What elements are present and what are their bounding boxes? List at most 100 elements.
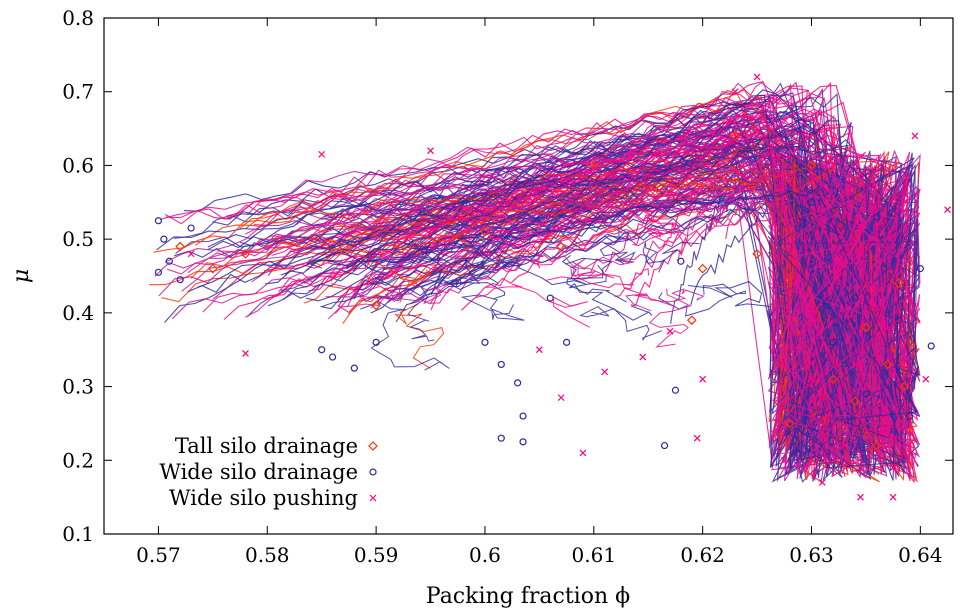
trajectory-line <box>642 241 700 273</box>
data-point <box>861 322 871 333</box>
trajectory-line <box>447 254 507 300</box>
data-point <box>807 198 816 206</box>
trajectory-line <box>687 280 773 320</box>
y-tick-label: 0.5 <box>62 227 94 251</box>
trajectory-line <box>487 220 541 269</box>
x-tick-label: 0.58 <box>245 543 290 567</box>
plot-frame <box>103 17 954 535</box>
legend-label: Wide silo drainage <box>159 460 358 484</box>
data-point <box>371 300 381 311</box>
data-point <box>693 434 701 442</box>
data-point <box>944 206 951 214</box>
trajectory-line <box>648 288 692 348</box>
data-point <box>562 338 571 346</box>
y-tick-label: 0.3 <box>62 375 94 399</box>
data-point <box>808 375 815 383</box>
trajectory-line <box>604 103 902 445</box>
data-point <box>889 493 897 501</box>
data-point <box>851 294 859 302</box>
trajectory-line <box>511 89 918 443</box>
data-point <box>867 302 875 309</box>
x-axis-label: Packing fraction ϕ <box>426 584 630 609</box>
data-point <box>916 265 924 273</box>
y-tick-label: 0.6 <box>62 153 94 177</box>
data-point <box>165 257 173 265</box>
data-point <box>686 315 697 326</box>
data-point <box>187 250 195 258</box>
trajectory-line <box>370 243 443 281</box>
data-point <box>160 235 168 243</box>
data-point <box>481 338 489 346</box>
trajectory-line <box>552 255 597 279</box>
data-point <box>176 276 184 284</box>
data-point <box>840 442 848 449</box>
y-axis-label: μ <box>9 269 34 283</box>
data-point <box>911 132 919 140</box>
data-point <box>187 224 195 232</box>
trajectory-line <box>414 176 902 414</box>
data-point <box>666 327 674 335</box>
data-point <box>784 418 795 429</box>
legend-marker <box>368 441 378 451</box>
trajectory-line <box>430 96 911 478</box>
data-point <box>900 449 908 457</box>
data-point <box>318 346 326 354</box>
data-point <box>806 160 817 171</box>
data-point <box>154 217 163 225</box>
data-point <box>894 316 903 324</box>
data-point <box>818 478 826 486</box>
data-point <box>882 359 893 370</box>
data-point <box>372 338 380 346</box>
data-point <box>175 241 186 252</box>
data-point <box>862 390 870 398</box>
data-point <box>752 249 762 259</box>
data-point <box>899 381 909 392</box>
data-point <box>893 278 904 289</box>
trajectory-line <box>240 89 879 365</box>
trajectory-line <box>330 283 406 303</box>
y-tick-label: 0.4 <box>62 301 94 325</box>
trajectory-line <box>662 132 908 462</box>
x-tick-label: 0.59 <box>354 543 399 567</box>
y-tick-label: 0.8 <box>62 6 94 30</box>
data-markers <box>154 73 951 501</box>
trajectory-line <box>308 102 915 469</box>
y-axis: 0.1 0.2 0.3 0.4 0.5 0.6 0.7 0.8 <box>62 6 953 546</box>
trajectory-line <box>306 250 468 290</box>
trajectory-line <box>568 264 653 321</box>
trajectory-line <box>457 242 544 266</box>
trajectory-line <box>153 145 912 443</box>
trajectory-line <box>394 303 445 369</box>
trajectory-line <box>460 294 525 321</box>
data-point <box>851 361 859 368</box>
data-point <box>753 73 761 81</box>
data-point <box>535 346 543 354</box>
data-point <box>873 213 881 221</box>
x-tick-label: 0.64 <box>898 543 943 567</box>
trajectory-line <box>452 185 914 444</box>
data-point <box>497 360 505 369</box>
trajectory-line <box>376 285 444 306</box>
x-axis: 0.57 0.58 0.59 0.6 0.61 0.62 0.63 0.64 <box>136 18 943 567</box>
trajectory-line <box>643 217 682 243</box>
trajectory-line <box>305 145 919 478</box>
trajectory-line <box>382 130 914 395</box>
trajectory-line <box>262 136 918 459</box>
y-tick-label: 0.7 <box>62 80 94 104</box>
trajectory-line <box>216 190 921 465</box>
legend-marker <box>369 494 377 502</box>
data-point <box>697 263 708 274</box>
trajectory-line <box>156 144 921 443</box>
data-point <box>905 412 914 420</box>
data-point <box>242 349 249 357</box>
trajectory-line <box>257 98 898 478</box>
trajectory-line <box>478 255 587 286</box>
trajectory-line <box>207 144 907 469</box>
data-point <box>350 364 358 372</box>
trajectory-line <box>370 300 450 371</box>
data-point <box>519 412 527 420</box>
trajectory-lines <box>149 80 921 484</box>
data-point <box>730 131 741 141</box>
data-point <box>579 449 587 457</box>
